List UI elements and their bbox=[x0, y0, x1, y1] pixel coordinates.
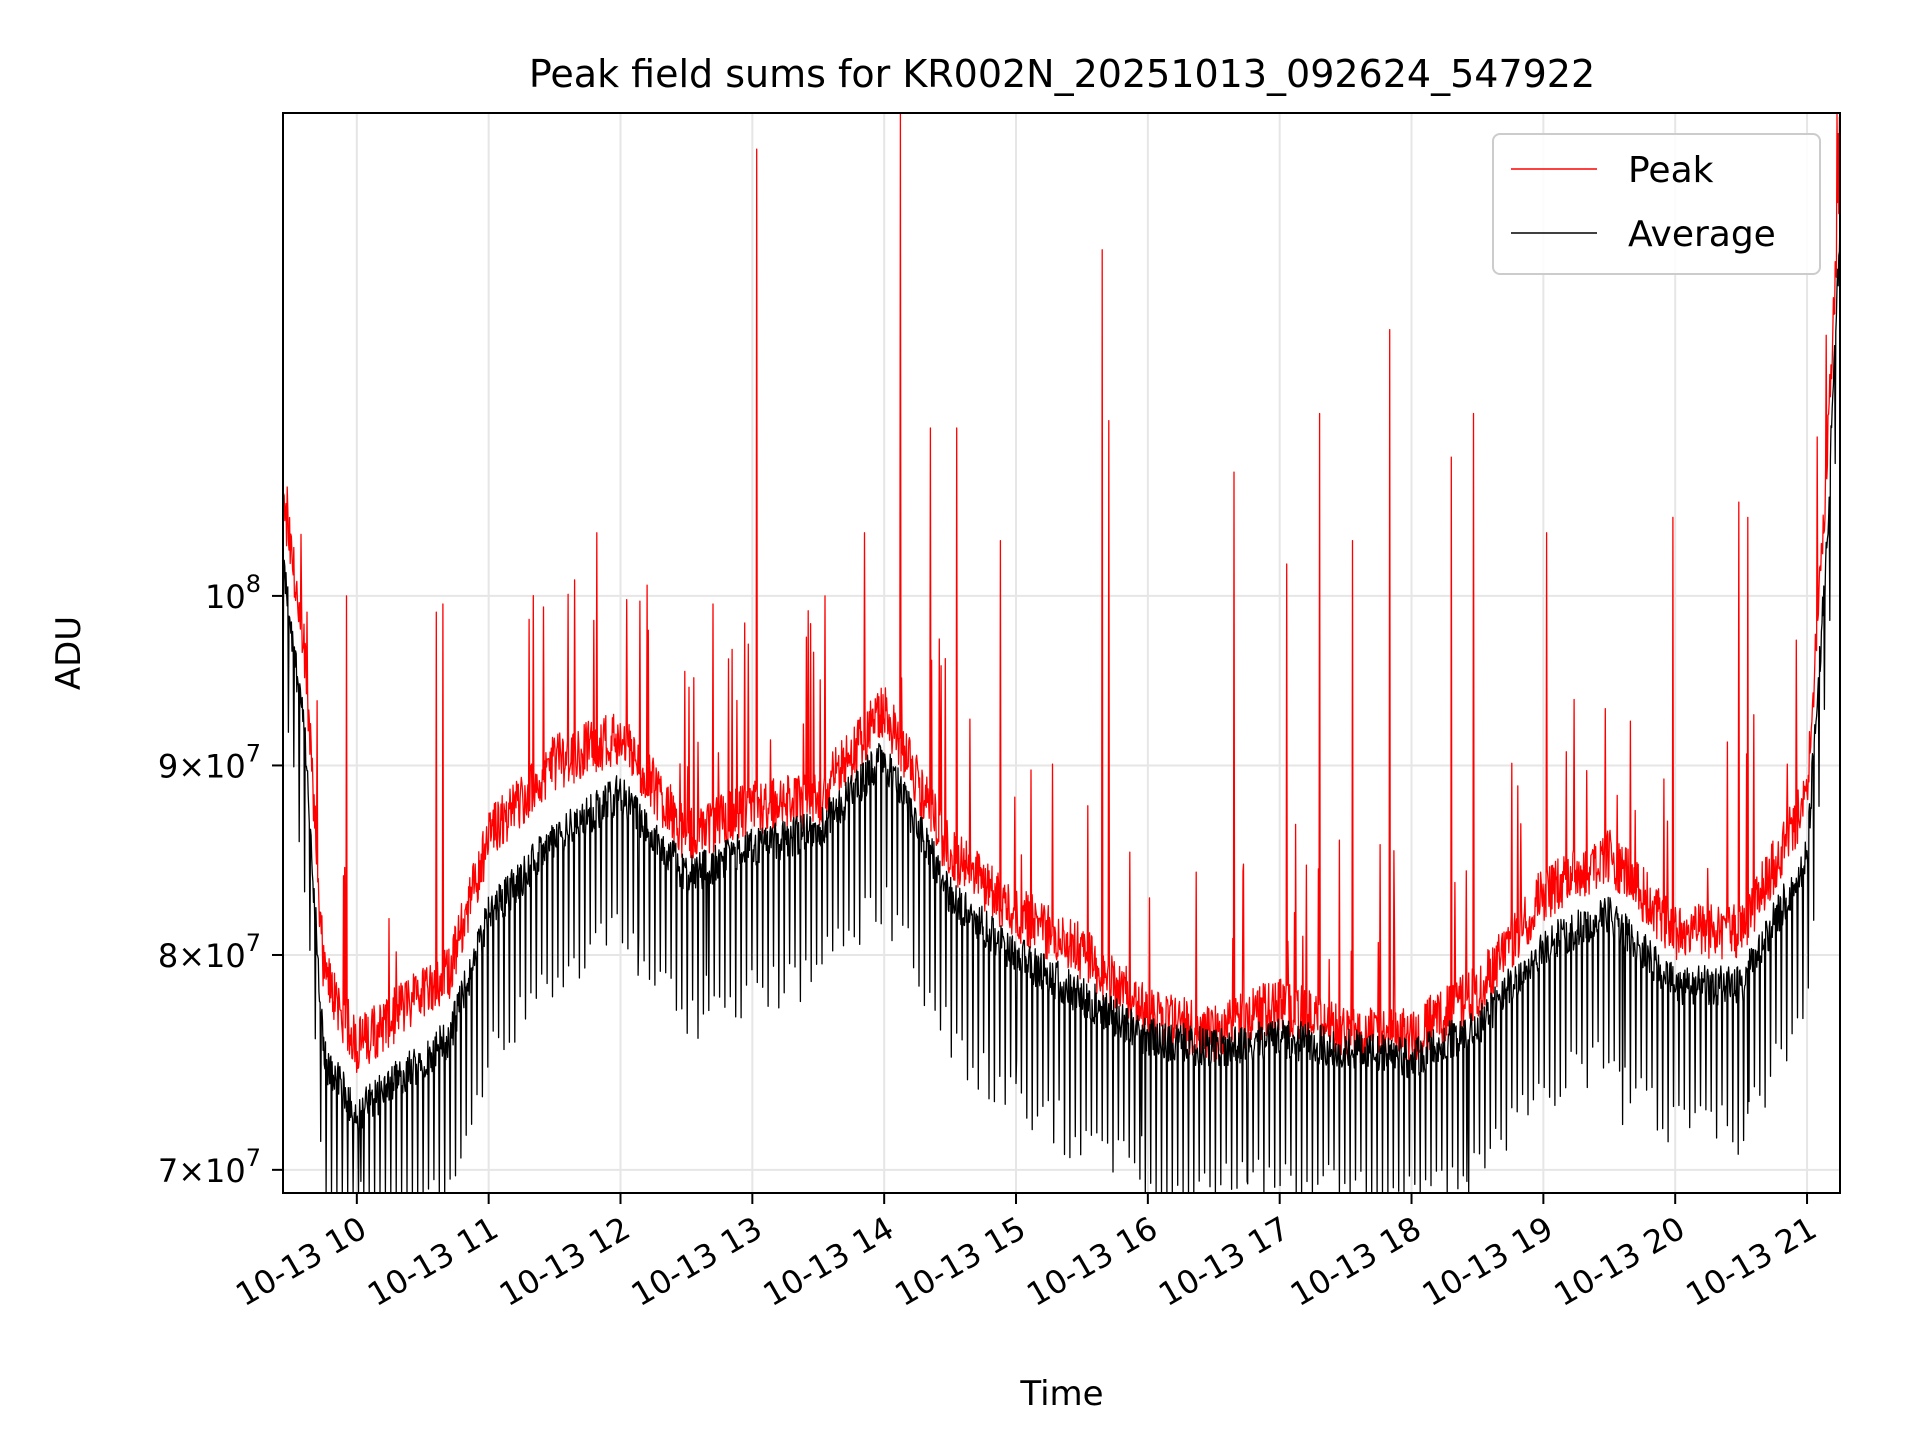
y-tick-label: 9×107 bbox=[158, 739, 261, 785]
peak-series-line bbox=[282, 112, 1841, 1073]
axes-frame bbox=[282, 112, 1841, 1194]
chart-title: Peak field sums for KR002N_20251013_0926… bbox=[529, 52, 1595, 96]
average-series-line bbox=[282, 216, 1841, 1194]
legend-average-label: Average bbox=[1628, 214, 1776, 255]
y-tick-label: 7×107 bbox=[158, 1144, 261, 1190]
y-tick-label: 8×107 bbox=[158, 929, 261, 975]
plot-area bbox=[282, 112, 1841, 1194]
legend: Peak Average bbox=[1492, 133, 1821, 275]
x-axis-label: Time bbox=[1019, 1374, 1103, 1414]
gridlines bbox=[283, 113, 1840, 1193]
y-axis-label: ADU bbox=[49, 616, 89, 690]
legend-peak-label: Peak bbox=[1628, 150, 1714, 191]
